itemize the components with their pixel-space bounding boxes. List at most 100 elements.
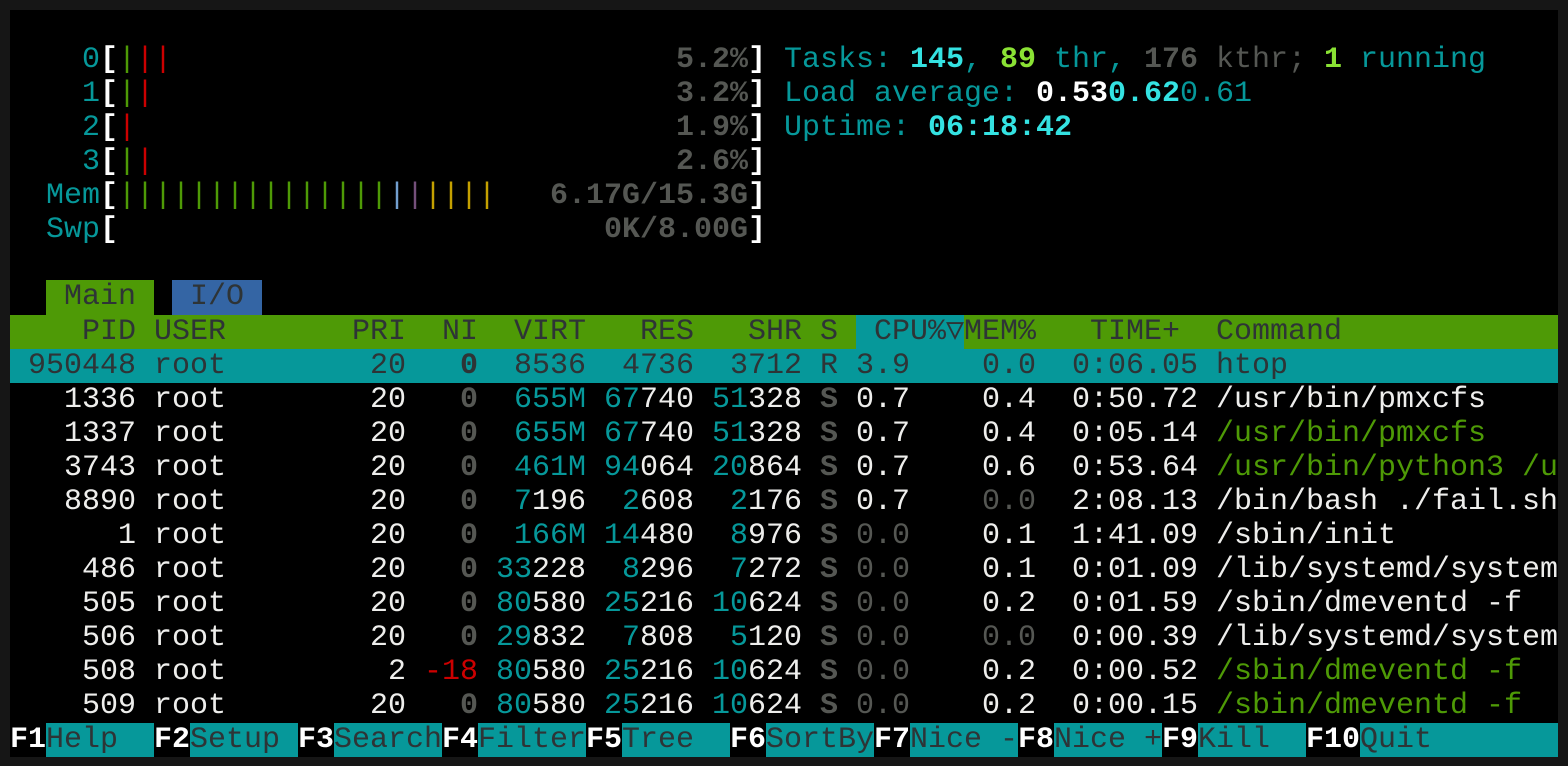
memory-meter-bar-segment: | [208,179,227,213]
tab-main[interactable]: Main [46,280,154,315]
process-row[interactable]: 506 root 20 0 29832 7808 5120 S 0.0 0.0 0:00.39/li… [10,621,1558,655]
function-key-label: Filter [478,723,587,757]
cpu-meter-2-label: 2 [82,111,101,145]
cpu-meter-0-bar-segment: | [154,43,173,77]
process-state: S [820,383,839,417]
process-row[interactable]: 508 root 2 -18 80580 25216 10624 S 0.0 0.2 0:00.52… [10,655,1558,689]
column-header-mem[interactable]: MEM% [964,315,1037,349]
process-res: 67740 [586,417,694,451]
function-key-f6[interactable]: F6SortBy [730,723,875,757]
process-shr: 10624 [694,587,802,621]
process-row[interactable]: 3743 root 20 0 461M 94064 20864 S 0.7 0.6 0:53.64/… [10,451,1558,485]
process-shr: 10624 [694,655,802,689]
column-header-cpu[interactable]: CPU%▽ [856,315,964,349]
process-row[interactable]: 1 root 20 0 166M 14480 8976 S 0.0 0.1 1:41.09/sbin… [10,519,1558,553]
process-time: 0:01.09 [1071,553,1198,587]
process-nice: 0 [459,485,478,519]
function-key-f7[interactable]: F7Nice - [874,723,1019,757]
column-header-user[interactable]: USER [154,315,227,349]
column-header-pri[interactable]: PRI [351,315,406,349]
process-user: root [154,485,227,519]
function-key-label: Setup [190,723,299,757]
process-virt: 80580 [478,587,586,621]
value-high-digits: 166M [513,519,586,553]
process-nice: 0 [459,553,478,587]
function-key-label: Quit [1360,723,1558,757]
column-header-command[interactable]: Command [1216,315,1343,349]
column-header-ni[interactable]: NI [441,315,478,349]
process-row[interactable]: 505 root 20 0 80580 25216 10624 S 0.0 0.2 0:01.59/… [10,587,1558,621]
memory-meter-value: 6.17G/15.3G [549,179,748,213]
process-command: /sbin/init [1216,519,1397,553]
function-key-f1[interactable]: F1Help [10,723,155,757]
load-15min: 0.61 [1180,77,1253,111]
uptime-meter: Uptime: 06:18:42 [10,111,1558,145]
value-low-digits: 624 [747,587,802,621]
threads-count: 89 [1000,43,1037,77]
process-time: 0:50.72 [1071,383,1198,417]
process-user: root [154,689,227,723]
function-key-f8[interactable]: F8Nice + [1018,723,1163,757]
memory-meter-close-bracket: ] [748,179,767,213]
memory-meter: Mem[| | | | | | | | | | | | | | | | | | | | | 6.17G/15.3G] [10,179,1558,213]
process-state: S [820,519,839,553]
process-cpu-percent: 0.7 [855,383,910,417]
value-high-digits: 80 [495,587,532,621]
process-row[interactable]: 509 root 20 0 80580 25216 10624 S 0.0 0.2 0:00.15/… [10,689,1558,723]
function-key-label: Search [334,723,443,757]
column-header-s[interactable]: S [820,315,839,349]
cpu-meter-2-bar-segment: | [118,111,137,145]
column-header-time[interactable]: TIME+ [1089,315,1180,349]
memory-meter-bar-segment: | [316,179,335,213]
swap-meter-value: 0K/8.00G [603,213,748,247]
process-user: root [154,519,227,553]
value-low-digits: 196 [531,485,586,519]
process-row[interactable]: 1336 root 20 0 655M 67740 51328 S 0.7 0.4 0:50.72/… [10,383,1558,417]
process-priority: 20 [369,349,406,383]
process-cpu-percent: 0.0 [855,553,910,587]
process-shr: 51328 [694,383,802,417]
process-mem-percent: 0.0 [981,621,1036,655]
process-mem-percent: 0.2 [981,587,1036,621]
memory-meter-bar-segment: | [424,179,443,213]
process-row[interactable]: 486 root 20 0 33228 8296 7272 S 0.0 0.1 0:01.09/li… [10,553,1558,587]
separator: , [964,43,1001,77]
value-low-digits: 608 [639,485,694,519]
process-row[interactable]: 1337 root 20 0 655M 67740 51328 S 0.7 0.4 0:05.14/… [10,417,1558,451]
function-key-f10[interactable]: F10Quit [1306,723,1558,757]
process-pid: 8890 [63,485,136,519]
column-header-shr[interactable]: SHR [747,315,802,349]
function-key-number: F6 [730,723,767,757]
function-key-bar: F1Help F2Setup F3Search F4Filter F5Tree F6… [10,723,1558,757]
function-key-f3[interactable]: F3Search [298,723,443,757]
process-state: S [820,621,839,655]
function-key-f5[interactable]: F5Tree [586,723,731,757]
cpu-meter-3-close-bracket: ] [748,145,767,179]
memory-meter-bar-segment: | [118,179,137,213]
memory-meter-bar-segment: | [190,179,209,213]
process-pid: 506 [81,621,136,655]
tab-io[interactable]: I/O [172,280,262,315]
function-key-f2[interactable]: F2Setup [154,723,299,757]
process-time: 0:00.52 [1071,655,1198,689]
column-header-pid[interactable]: PID [81,315,136,349]
process-row[interactable]: 8890 root 20 0 7196 2608 2176 S 0.7 0.0 2:08.13/bi… [10,485,1558,519]
function-key-f9[interactable]: F9Kill [1162,723,1307,757]
column-header-virt[interactable]: VIRT [513,315,586,349]
process-time: 0:06.05 [1071,349,1198,383]
process-cpu-percent: 3.9 [855,349,910,383]
memory-meter-bar-segment: | [352,179,371,213]
value-low-digits: 740 [639,417,694,451]
value-high-digits: 29 [495,621,532,655]
function-key-f4[interactable]: F4Filter [442,723,587,757]
process-virt: 80580 [478,689,586,723]
process-virt: 655M [478,383,586,417]
process-row[interactable]: 950448 root 20 0 8536 4736 3712 R 3.9 0.0 0:06.05 h… [10,349,1558,383]
function-key-number: F4 [442,723,479,757]
cpu-meter-1-value: 3.2% [675,77,748,111]
process-time: 0:53.64 [1071,451,1198,485]
column-header-res[interactable]: RES [639,315,694,349]
process-cpu-percent: 0.0 [855,621,910,655]
process-nice: 0 [459,349,478,383]
cpu-meter-3-open-bracket: [ [100,145,119,179]
